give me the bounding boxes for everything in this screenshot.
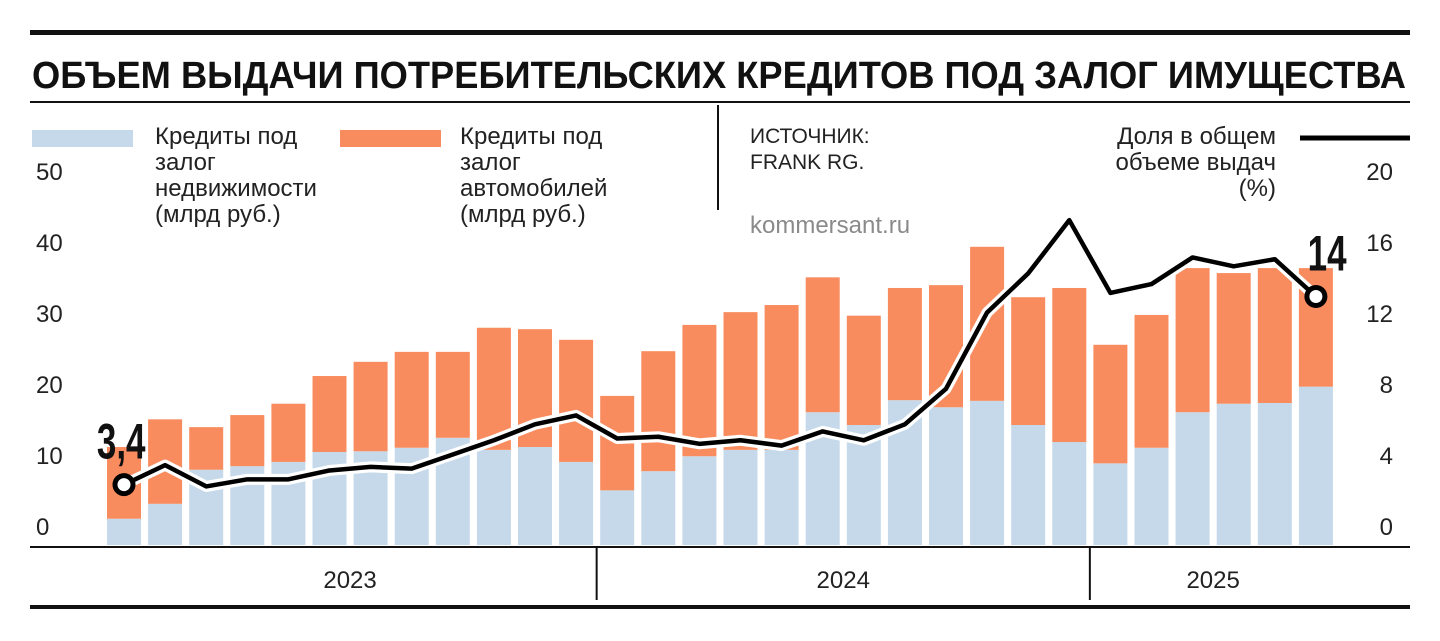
x-group-label: 2023	[323, 567, 376, 594]
bar	[435, 351, 470, 438]
bar	[1175, 412, 1210, 545]
bar	[641, 351, 676, 472]
bar	[641, 471, 676, 545]
line	[123, 217, 1318, 489]
y-tick-label: 10	[36, 443, 63, 470]
legend-label: Кредиты под залог недвижимости (млрд руб…	[155, 123, 317, 228]
legend-label: Кредиты под залог автомобилей (млрд руб.…	[460, 123, 608, 228]
bar	[1216, 273, 1251, 404]
source: ИСТОЧНИК: FRANK RG.	[750, 125, 870, 174]
bar	[518, 447, 552, 545]
legend-swatch	[340, 130, 441, 147]
bar	[1216, 403, 1251, 545]
bar	[1093, 344, 1128, 464]
y2-tick-label: 4	[1380, 443, 1393, 470]
watermark: kommersant.ru	[750, 212, 910, 239]
bar	[107, 518, 141, 545]
bar	[1175, 268, 1210, 413]
bar	[1134, 447, 1169, 545]
y2-tick-label: 16	[1366, 230, 1393, 257]
bottom-rule	[30, 605, 1410, 609]
bar	[805, 277, 840, 413]
legend-swatch	[32, 130, 133, 147]
bar	[970, 400, 1005, 545]
y2-tick-label: 20	[1366, 159, 1393, 186]
bar	[1298, 386, 1333, 545]
bar	[353, 361, 388, 452]
data-label: 3,4	[97, 415, 146, 471]
bar	[723, 449, 758, 545]
bar	[271, 403, 306, 462]
y-tick-label: 30	[36, 301, 63, 328]
bar	[559, 339, 594, 462]
y-tick-label: 40	[36, 230, 63, 257]
data-label: 14	[1308, 226, 1347, 282]
bar	[394, 351, 429, 448]
line-marker	[112, 473, 136, 497]
bar	[929, 407, 963, 545]
bar	[312, 376, 347, 452]
y-tick-label: 20	[36, 372, 63, 399]
bar	[723, 312, 758, 450]
y2-tick-label: 12	[1366, 301, 1393, 328]
bar	[682, 324, 717, 457]
line-marker	[1304, 285, 1328, 308]
top-rule	[30, 30, 1410, 35]
y2-tick-label: 0	[1380, 514, 1393, 541]
bar	[846, 315, 881, 426]
y-tick-label: 0	[36, 514, 49, 541]
bar	[764, 305, 799, 450]
bar	[1011, 425, 1046, 545]
chart-title: ОБЪЕМ ВЫДАЧИ ПОТРЕБИТЕЛЬСКИХ КРЕДИТОВ ПО…	[32, 55, 1406, 97]
bar	[682, 456, 717, 545]
bar	[148, 503, 183, 545]
bar	[476, 327, 511, 450]
y2-tick-label: 8	[1380, 372, 1393, 399]
bar	[559, 461, 594, 545]
bar	[1093, 463, 1128, 545]
bar	[476, 449, 511, 545]
bar	[1011, 297, 1046, 426]
bar	[230, 415, 265, 467]
bar	[1257, 403, 1292, 545]
y-tick-label: 50	[36, 159, 63, 186]
bar	[1052, 287, 1087, 443]
bar	[189, 427, 224, 470]
bar	[887, 287, 922, 401]
bar	[1134, 314, 1169, 448]
x-group-label: 2025	[1186, 567, 1239, 594]
bar	[1052, 442, 1087, 545]
bar	[764, 449, 799, 545]
axis-line	[30, 546, 1410, 548]
bar	[1257, 268, 1292, 403]
bar	[600, 490, 635, 545]
legend-label: Доля в общем объеме выдач (%)	[1115, 123, 1277, 202]
title-rule	[30, 101, 1410, 103]
x-group-label: 2024	[817, 567, 870, 594]
